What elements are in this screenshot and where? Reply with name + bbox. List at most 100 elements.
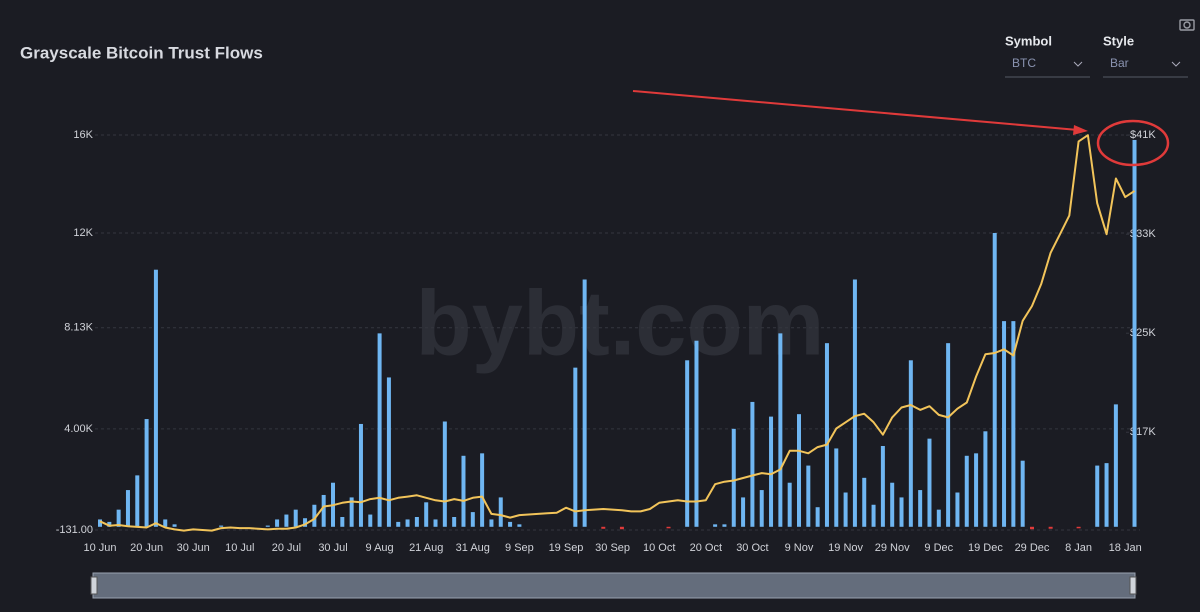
bar — [741, 497, 746, 527]
chevron — [1073, 61, 1083, 67]
x-tick-label: 31 Aug — [456, 542, 490, 554]
y-tick-label: 4.00K — [64, 423, 93, 435]
bar — [955, 492, 960, 527]
bar — [862, 477, 867, 527]
bar — [312, 504, 317, 527]
plot: -131.00 4.00K 8.13K 12K 16K $17K $25K $33K $41K 1… — [56, 129, 1157, 554]
bar — [983, 431, 988, 527]
control-value: Bar — [1110, 56, 1129, 70]
bar — [619, 526, 624, 530]
bar — [1104, 463, 1109, 527]
bar — [349, 497, 354, 527]
bar — [713, 524, 718, 527]
symbol-control[interactable]: Symbol BTC — [1005, 33, 1090, 78]
style-control[interactable]: Style Bar — [1103, 33, 1188, 78]
bar — [293, 509, 298, 527]
x-tick-label: 20 Jul — [272, 542, 301, 554]
bar — [98, 519, 102, 527]
bar — [722, 524, 727, 527]
x-tick-label: 18 Jan — [1109, 542, 1142, 554]
bar — [517, 524, 522, 527]
x-tick-label: 30 Jun — [177, 542, 210, 554]
bar — [265, 525, 270, 527]
range-slider[interactable] — [90, 572, 1137, 599]
bar — [303, 518, 308, 527]
bar — [358, 423, 363, 527]
bar — [284, 514, 289, 527]
bar — [1113, 404, 1118, 527]
bar — [880, 445, 885, 527]
y2-tick-label: $25K — [1130, 327, 1156, 339]
x-tick-label: 10 Jun — [83, 542, 116, 554]
bar — [377, 333, 382, 527]
x-tick-label: 20 Jun — [130, 542, 163, 554]
bar — [601, 526, 606, 529]
bar — [144, 419, 149, 527]
bar — [946, 343, 951, 527]
bar — [135, 475, 140, 527]
bar — [964, 455, 969, 527]
y2-tick-label: $41K — [1130, 129, 1156, 141]
bar — [386, 377, 391, 527]
bar — [1076, 526, 1081, 529]
bar — [396, 521, 401, 527]
bar — [759, 490, 764, 527]
bar — [834, 448, 839, 527]
bar — [871, 504, 876, 527]
control-label: Symbol — [1005, 33, 1052, 48]
bar — [452, 516, 457, 527]
bar — [1002, 321, 1007, 527]
bar — [918, 490, 923, 527]
y2-tick-label: $17K — [1130, 426, 1156, 438]
bar — [824, 343, 829, 527]
bar — [461, 455, 466, 527]
slider-handle[interactable] — [1129, 576, 1137, 595]
bar — [573, 367, 578, 527]
x-tick-label: 10 Oct — [643, 542, 675, 554]
bar — [778, 333, 783, 527]
chart-title: Grayscale Bitcoin Trust Flows — [20, 43, 263, 62]
bar — [1030, 526, 1034, 530]
bar — [582, 279, 587, 527]
watermark: bybt.com — [416, 272, 825, 374]
bar — [321, 494, 326, 527]
bar — [116, 509, 121, 527]
annotation — [632, 90, 1170, 167]
bar — [927, 438, 932, 527]
y2-tick-label: $33K — [1130, 228, 1156, 240]
x-tick-label: 19 Sep — [549, 542, 584, 554]
bar — [843, 492, 848, 527]
bar — [1095, 465, 1100, 527]
bar — [815, 507, 820, 527]
x-tick-label: 29 Dec — [1015, 542, 1050, 554]
control-value: BTC — [1012, 56, 1036, 70]
bar — [908, 360, 913, 527]
y-tick-label: -131.00 — [56, 524, 93, 536]
bar — [731, 428, 736, 527]
bar — [666, 526, 671, 529]
bar — [806, 465, 811, 527]
bar — [480, 453, 485, 527]
x-tick-label: 10 Jul — [225, 542, 254, 554]
bar — [470, 512, 475, 527]
price-line — [99, 134, 1136, 532]
bar — [852, 279, 857, 527]
bar — [405, 519, 410, 527]
x-tick-label: 19 Dec — [968, 542, 1003, 554]
x-tick-label: 8 Jan — [1065, 542, 1092, 554]
bar — [899, 497, 904, 527]
camera-icon[interactable] — [1179, 19, 1195, 31]
bar — [1011, 321, 1016, 527]
bar — [787, 482, 792, 527]
x-tick-label: 9 Nov — [785, 542, 814, 554]
bar — [1020, 460, 1025, 527]
y-tick-label: 16K — [73, 129, 93, 141]
bar — [107, 521, 112, 527]
bar — [992, 232, 997, 527]
bar — [414, 516, 419, 527]
bar — [498, 497, 503, 527]
slider-handle[interactable] — [90, 576, 98, 595]
x-tick-label: 29 Nov — [875, 542, 910, 554]
bar — [1048, 526, 1053, 529]
bar — [769, 416, 774, 527]
